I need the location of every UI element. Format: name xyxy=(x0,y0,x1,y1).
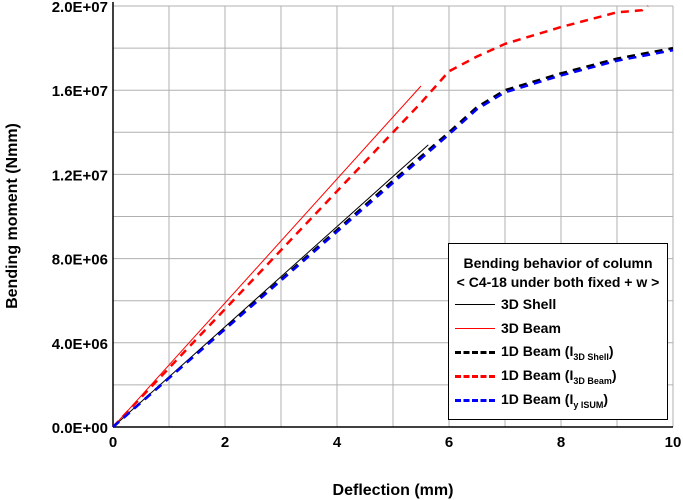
legend-label: 3D Beam xyxy=(501,320,561,336)
legend-swatch xyxy=(455,303,495,305)
legend-swatch xyxy=(455,350,495,354)
legend-item-1d-beam: 1D Beam (I3D Beam) xyxy=(449,364,667,388)
x-tick-label: 10 xyxy=(665,434,682,451)
x-tick-label: 8 xyxy=(557,434,565,451)
legend-swatch xyxy=(455,398,495,402)
tick-labels: 0 2 4 6 8 10 0.0E+00 4.0E+06 8.0E+06 1.2E+07 1.6E+… xyxy=(52,0,682,451)
legend-title-2: < C4-18 under both fixed + w > xyxy=(456,274,660,290)
series-line-1d-beam-i3d-beam- xyxy=(112,5,649,428)
legend: Bending behavior of column < C4-18 under… xyxy=(448,243,668,420)
legend-swatch xyxy=(455,374,495,378)
x-tick-label: 4 xyxy=(333,434,342,451)
legend-item-3d-shell: 3D Shell xyxy=(449,292,667,316)
y-tick-label: 8.0E+06 xyxy=(52,252,108,269)
legend-label: 1D Beam (I3D Shell) xyxy=(501,342,614,362)
y-tick-label: 1.6E+07 xyxy=(52,83,108,100)
legend-label: 3D Shell xyxy=(501,296,557,312)
legend-swatch xyxy=(455,327,495,329)
legend-item-3d-beam: 3D Beam xyxy=(449,316,667,340)
x-axis-label: Deflection (mm) xyxy=(333,482,454,499)
legend-item-1d-shell: 1D Beam (I3D Shell) xyxy=(449,340,667,364)
series-line-1d-beam-iy-isum- xyxy=(112,48,674,428)
x-tick-label: 6 xyxy=(445,434,453,451)
y-tick-label: 2.0E+07 xyxy=(52,0,108,16)
x-tick-label: 2 xyxy=(221,434,229,451)
legend-item-1d-isum: 1D Beam (Iy ISUM) xyxy=(449,388,667,412)
series-lines xyxy=(112,5,674,428)
series-line-3d-beam xyxy=(112,85,422,428)
series-line-1d-beam-i3d-shell- xyxy=(112,46,674,428)
legend-label: 1D Beam (I3D Beam) xyxy=(501,366,617,386)
x-tick-label: 0 xyxy=(109,434,117,451)
y-tick-label: 0.0E+00 xyxy=(52,420,108,437)
legend-title-1: Bending behavior of column xyxy=(463,255,653,271)
y-axis-label: Bending moment (Nmm) xyxy=(4,123,21,309)
legend-label: 1D Beam (Iy ISUM) xyxy=(501,390,609,410)
y-tick-label: 4.0E+06 xyxy=(52,336,108,353)
y-tick-label: 1.2E+07 xyxy=(52,167,108,184)
